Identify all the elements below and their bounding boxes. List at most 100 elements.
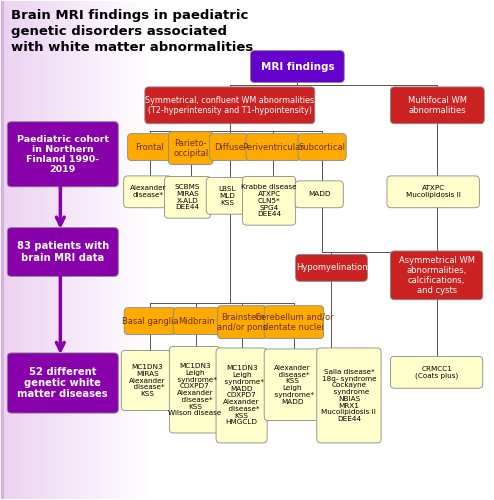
- Bar: [97, 2, 99, 498]
- Bar: [114, 2, 115, 498]
- Bar: [85, 2, 87, 498]
- Bar: [103, 2, 105, 498]
- Bar: [45, 2, 47, 498]
- Bar: [124, 2, 125, 498]
- Text: Brainstem
and/or pons: Brainstem and/or pons: [217, 312, 267, 332]
- Bar: [129, 2, 131, 498]
- Bar: [16, 2, 18, 498]
- Text: MC1DN3
Leigh
  syndrome*
MADD
COXPD7
Alexander
  disease*
KSS
HMGCLD: MC1DN3 Leigh syndrome* MADD COXPD7 Alexa…: [220, 366, 264, 426]
- Bar: [50, 2, 51, 498]
- Bar: [60, 2, 62, 498]
- Bar: [25, 2, 27, 498]
- Bar: [119, 2, 121, 498]
- Text: MC1DN3
Leigh
  syndrome*
COXPD7
Alexander
  disease*
KSS
Wilson disease: MC1DN3 Leigh syndrome* COXPD7 Alexander …: [168, 363, 222, 416]
- Bar: [77, 2, 78, 498]
- Bar: [147, 2, 149, 498]
- Text: SCBMS
MIRAS
X-ALD
DEE44: SCBMS MIRAS X-ALD DEE44: [175, 184, 200, 210]
- FancyBboxPatch shape: [264, 349, 320, 420]
- Bar: [6, 2, 7, 498]
- Bar: [138, 2, 140, 498]
- Bar: [42, 2, 44, 498]
- FancyBboxPatch shape: [298, 134, 346, 160]
- Bar: [21, 2, 22, 498]
- Text: 52 different
genetic white
matter diseases: 52 different genetic white matter diseas…: [17, 367, 108, 399]
- Text: Diffuse: Diffuse: [214, 142, 245, 152]
- Bar: [96, 2, 97, 498]
- Bar: [9, 2, 10, 498]
- Bar: [47, 2, 48, 498]
- Bar: [141, 2, 143, 498]
- Bar: [88, 2, 90, 498]
- Text: Brain MRI findings in paediatric
genetic disorders associated
with white matter : Brain MRI findings in paediatric genetic…: [11, 9, 253, 54]
- Text: Cerebellum and/or
dentate nuclei: Cerebellum and/or dentate nuclei: [254, 312, 333, 332]
- Bar: [132, 2, 134, 498]
- Bar: [69, 2, 71, 498]
- FancyBboxPatch shape: [216, 348, 267, 443]
- Bar: [84, 2, 85, 498]
- Bar: [12, 2, 13, 498]
- Bar: [74, 2, 75, 498]
- Text: Frontal: Frontal: [135, 142, 165, 152]
- Bar: [87, 2, 88, 498]
- Bar: [31, 2, 32, 498]
- Bar: [122, 2, 124, 498]
- Bar: [41, 2, 42, 498]
- Text: Periventricular: Periventricular: [243, 142, 304, 152]
- Bar: [51, 2, 53, 498]
- Bar: [81, 2, 82, 498]
- FancyBboxPatch shape: [124, 176, 172, 208]
- Text: MC1DN3
MIRAS
Alexander
  disease*
KSS: MC1DN3 MIRAS Alexander disease* KSS: [129, 364, 165, 397]
- Bar: [19, 2, 21, 498]
- FancyBboxPatch shape: [390, 251, 483, 300]
- FancyBboxPatch shape: [124, 308, 176, 334]
- FancyBboxPatch shape: [387, 176, 479, 208]
- Bar: [146, 2, 147, 498]
- Bar: [128, 2, 129, 498]
- FancyBboxPatch shape: [121, 350, 173, 410]
- FancyBboxPatch shape: [295, 181, 343, 208]
- Text: Symmetrical, confluent WM abnormalities
(T2-hyperintensity and T1-hypointensity): Symmetrical, confluent WM abnormalities …: [145, 96, 314, 115]
- Bar: [115, 2, 116, 498]
- Bar: [38, 2, 40, 498]
- FancyBboxPatch shape: [317, 348, 381, 443]
- Bar: [29, 2, 31, 498]
- Bar: [18, 2, 19, 498]
- Bar: [102, 2, 103, 498]
- Bar: [7, 2, 9, 498]
- Text: Salla disease*
18q- syndrome
Cockayne
  syndrome
NBIAS
MRX1
Mucolipidosis II
DEE: Salla disease* 18q- syndrome Cockayne sy…: [322, 369, 376, 422]
- FancyBboxPatch shape: [127, 134, 172, 160]
- Bar: [3, 2, 4, 498]
- Bar: [65, 2, 66, 498]
- FancyBboxPatch shape: [145, 87, 315, 124]
- Text: Multifocal WM
abnormalities: Multifocal WM abnormalities: [408, 96, 467, 115]
- Bar: [66, 2, 68, 498]
- FancyBboxPatch shape: [246, 134, 300, 160]
- Bar: [59, 2, 60, 498]
- Bar: [94, 2, 96, 498]
- Bar: [48, 2, 50, 498]
- Bar: [72, 2, 74, 498]
- FancyBboxPatch shape: [173, 308, 219, 334]
- FancyBboxPatch shape: [295, 254, 368, 281]
- Bar: [57, 2, 59, 498]
- Bar: [4, 2, 6, 498]
- Bar: [105, 2, 106, 498]
- Bar: [24, 2, 25, 498]
- FancyBboxPatch shape: [165, 176, 210, 218]
- Text: Paediatric cohort
in Northern
Finland 1990-
2019: Paediatric cohort in Northern Finland 19…: [17, 134, 109, 174]
- Bar: [125, 2, 126, 498]
- FancyBboxPatch shape: [264, 306, 324, 338]
- Text: Parieto-
occipital: Parieto- occipital: [173, 138, 208, 158]
- Bar: [27, 2, 28, 498]
- Bar: [1, 2, 3, 498]
- Text: Basal ganglia: Basal ganglia: [122, 316, 178, 326]
- Bar: [82, 2, 84, 498]
- Bar: [99, 2, 100, 498]
- FancyBboxPatch shape: [243, 176, 295, 225]
- Bar: [15, 2, 16, 498]
- Text: Alexander
  disease*
KSS
Leigh
  syndrome*
MADD: Alexander disease* KSS Leigh syndrome* M…: [270, 365, 314, 405]
- Text: MADD: MADD: [308, 192, 330, 198]
- Bar: [116, 2, 118, 498]
- Bar: [53, 2, 54, 498]
- FancyBboxPatch shape: [206, 178, 247, 214]
